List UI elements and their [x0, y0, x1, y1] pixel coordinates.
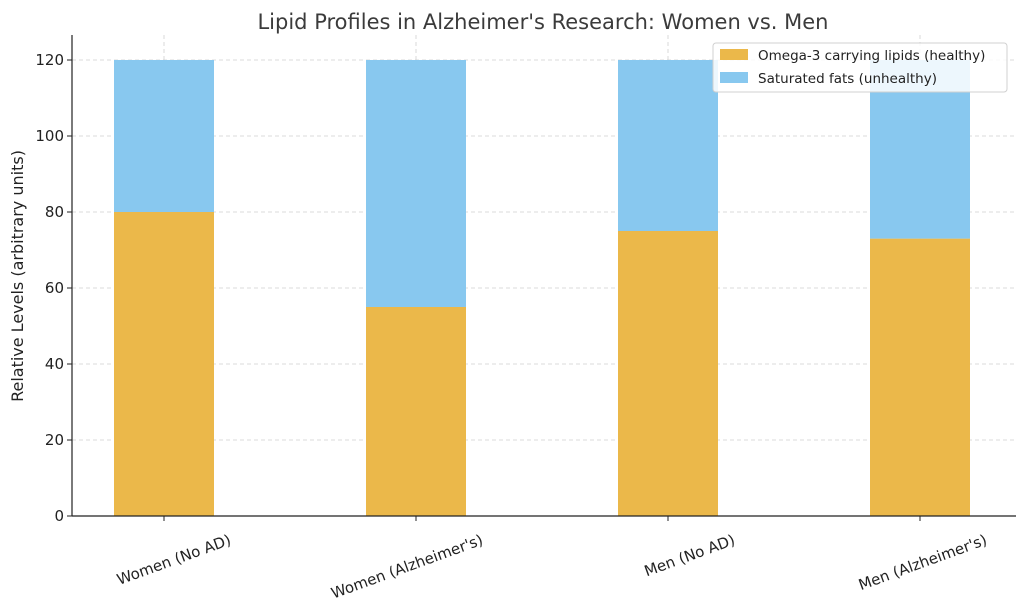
y-ticks: 0 20 40 60 80 100 120: [35, 51, 72, 525]
x-tick-label: Men (Alzheimer's): [856, 531, 989, 594]
y-tick-label: 0: [54, 507, 64, 525]
y-tick-label: 120: [35, 51, 64, 69]
legend-swatch-omega3: [720, 49, 748, 60]
axes: [71, 35, 1016, 517]
legend: Omega-3 carrying lipids (healthy) Satura…: [712, 42, 1008, 93]
x-tick-label: Women (No AD): [115, 531, 234, 589]
legend-label-omega3: Omega-3 carrying lipids (healthy): [758, 48, 985, 64]
y-tick-label: 20: [45, 431, 64, 449]
x-tick-label: Men (No AD): [642, 531, 738, 580]
bar-omega3: [366, 307, 466, 516]
bar-saturated: [366, 60, 466, 307]
chart-title: Lipid Profiles in Alzheimer's Research: …: [257, 10, 828, 34]
x-ticks: Women (No AD) Women (Alzheimer's) Men (No …: [115, 516, 989, 603]
y-tick-label: 80: [45, 203, 64, 221]
legend-swatch-saturated: [720, 72, 748, 83]
bars: [114, 60, 970, 516]
bar-omega3: [114, 212, 214, 516]
y-tick-label: 40: [45, 355, 64, 373]
bar-omega3: [618, 231, 718, 516]
y-axis-label: Relative Levels (arbitrary units): [8, 150, 27, 402]
x-tick-label: Women (Alzheimer's): [329, 531, 486, 603]
legend-box: [712, 42, 1008, 93]
bar-saturated: [618, 60, 718, 231]
y-tick-label: 60: [45, 279, 64, 297]
y-tick-label: 100: [35, 127, 64, 145]
bar-saturated: [114, 60, 214, 212]
bar-omega3: [870, 238, 970, 516]
legend-label-saturated: Saturated fats (unhealthy): [758, 71, 937, 87]
